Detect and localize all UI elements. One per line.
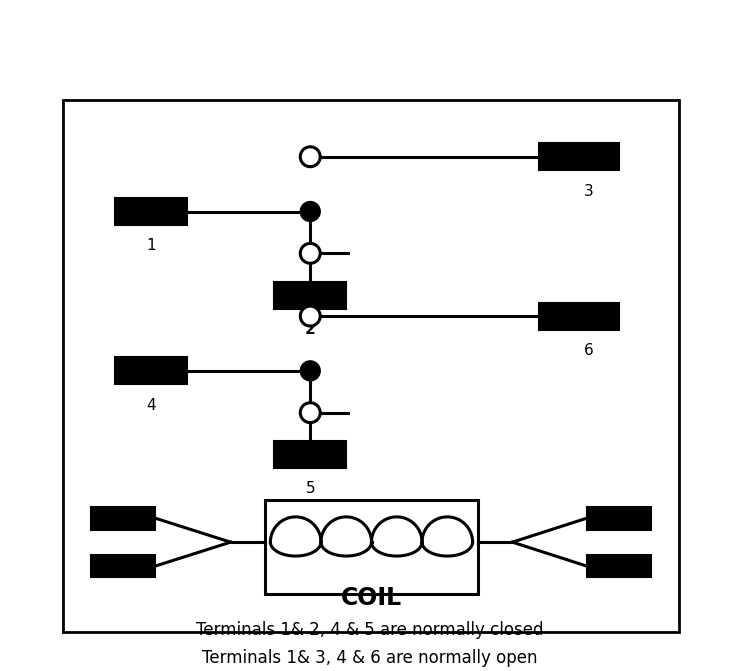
Bar xyxy=(91,507,155,529)
Circle shape xyxy=(300,244,320,263)
Circle shape xyxy=(300,147,320,166)
Text: 3: 3 xyxy=(585,184,594,199)
Text: 6: 6 xyxy=(585,343,594,358)
Bar xyxy=(587,507,651,529)
Bar xyxy=(115,198,187,225)
Bar xyxy=(587,555,651,578)
Text: 2: 2 xyxy=(305,322,316,337)
Text: 5: 5 xyxy=(305,481,315,497)
Bar xyxy=(265,501,477,594)
Text: Terminals 1& 2, 4 & 5 are normally closed: Terminals 1& 2, 4 & 5 are normally close… xyxy=(197,621,544,639)
Bar xyxy=(274,282,346,309)
Text: 4: 4 xyxy=(146,398,156,413)
Bar xyxy=(91,555,155,578)
Circle shape xyxy=(300,361,320,381)
Circle shape xyxy=(300,306,320,326)
Bar xyxy=(274,441,346,468)
Circle shape xyxy=(300,201,320,221)
Bar xyxy=(539,144,619,170)
Bar xyxy=(115,358,187,384)
Circle shape xyxy=(300,403,320,423)
Text: 1: 1 xyxy=(146,238,156,254)
Text: Terminals 1& 3, 4 & 6 are normally open: Terminals 1& 3, 4 & 6 are normally open xyxy=(202,649,538,667)
Text: COIL: COIL xyxy=(341,586,401,610)
Bar xyxy=(539,303,619,329)
